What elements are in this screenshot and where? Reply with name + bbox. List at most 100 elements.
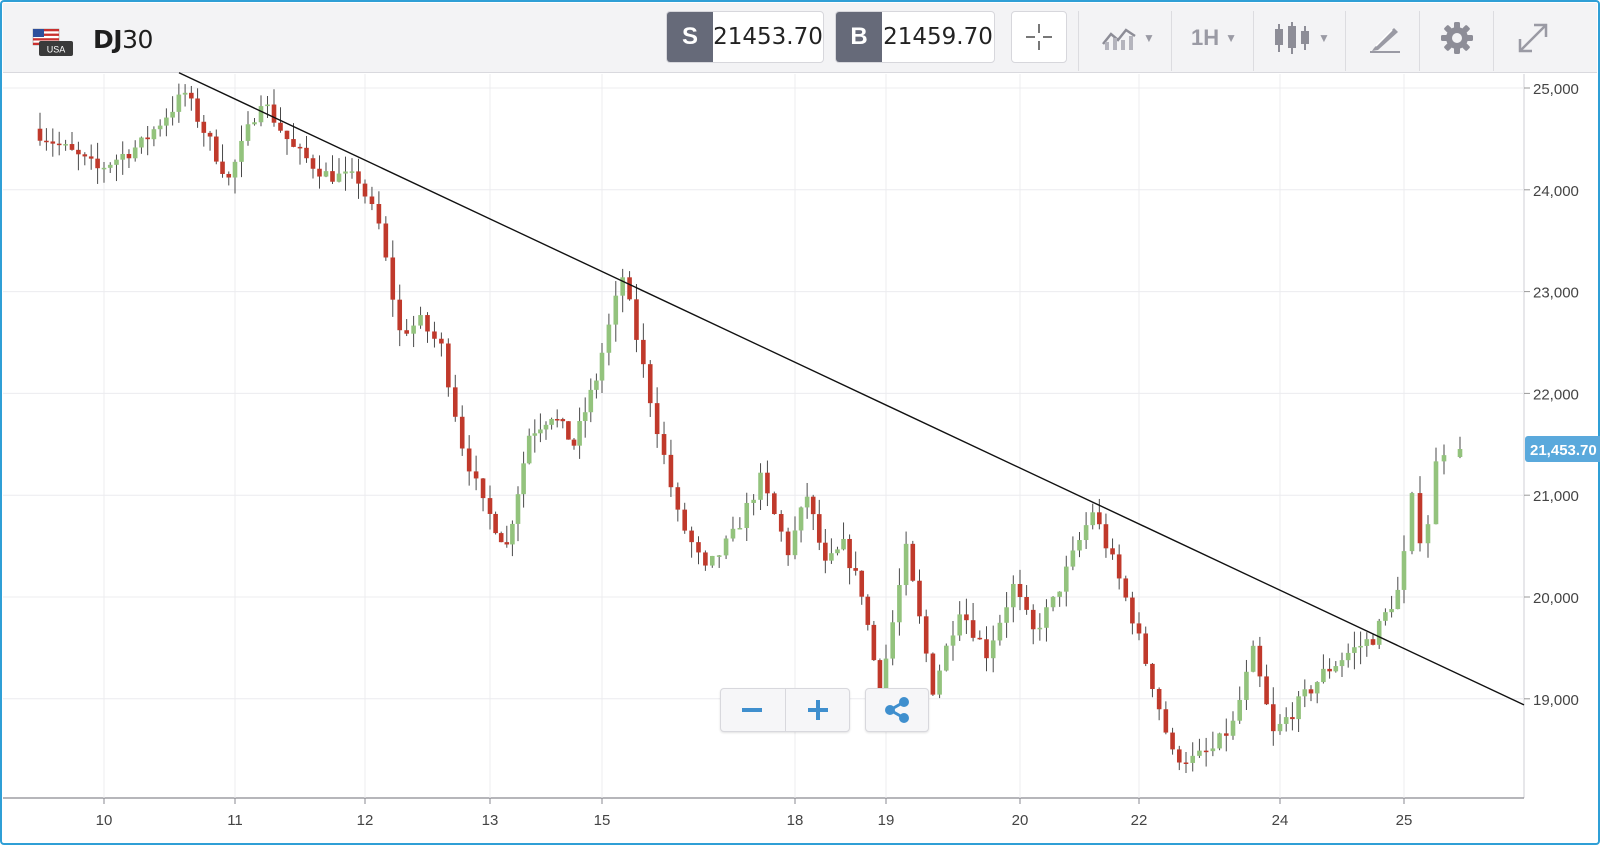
candle-down xyxy=(284,130,290,140)
candle-up xyxy=(937,670,942,695)
timeframe-caret-icon: ▼ xyxy=(1225,31,1237,45)
candle-down xyxy=(376,204,382,224)
y-tick-label: 23,000 xyxy=(1533,285,1579,302)
candle-up xyxy=(1250,645,1256,672)
candle-up xyxy=(723,538,729,556)
candle-up xyxy=(1090,512,1096,526)
candle-down xyxy=(271,104,277,123)
indicators-caret-icon: ▼ xyxy=(1143,31,1155,45)
candle-down xyxy=(566,421,571,440)
candle-up xyxy=(1283,717,1289,724)
candle-down xyxy=(785,531,791,556)
candle-down xyxy=(493,513,498,534)
candle-down xyxy=(627,277,632,300)
candle-down xyxy=(1370,639,1376,645)
x-tick-label: 25 xyxy=(1396,812,1413,829)
candle-down xyxy=(126,153,132,159)
candle-down xyxy=(466,448,472,472)
x-tick-label: 19 xyxy=(878,812,895,829)
candle-up xyxy=(164,117,169,126)
candle-down xyxy=(1097,512,1102,525)
candle-up xyxy=(1296,696,1301,720)
candle-down xyxy=(56,143,62,146)
candle-up xyxy=(1401,551,1407,590)
candle-up xyxy=(798,507,804,531)
candle-down xyxy=(317,168,322,177)
drawing-tool-button[interactable] xyxy=(1353,11,1417,65)
chart-toolbar: USA DJ30 S 21453.70 B 21459.70 ▼ 1H ▼ xyxy=(3,3,1597,73)
candle-down xyxy=(689,530,694,543)
candle-down xyxy=(1170,732,1175,750)
fullscreen-button[interactable] xyxy=(1503,11,1563,65)
candle-up xyxy=(418,315,423,326)
candle-up xyxy=(1302,689,1308,697)
indicators-button[interactable]: ▼ xyxy=(1088,11,1168,65)
candle-up xyxy=(1063,566,1069,592)
candle-down xyxy=(432,331,437,339)
candle-down xyxy=(1136,623,1142,634)
candle-down xyxy=(145,137,150,140)
candle-up xyxy=(411,325,416,334)
candle-up xyxy=(1237,699,1243,721)
candle-up xyxy=(543,424,549,430)
candle-up xyxy=(170,111,175,118)
candle-down xyxy=(278,122,283,131)
settings-button[interactable] xyxy=(1427,11,1487,65)
candle-down xyxy=(369,196,375,205)
zoom-out-button[interactable] xyxy=(721,689,783,731)
candle-up xyxy=(716,555,722,557)
crosshair-icon xyxy=(1026,24,1052,50)
candle-down xyxy=(1150,663,1155,690)
candle-down xyxy=(37,128,43,141)
candle-up xyxy=(1345,652,1351,661)
candle-down xyxy=(970,620,976,638)
candle-up xyxy=(1057,591,1062,597)
x-tick-label: 10 xyxy=(96,812,113,829)
candle-down xyxy=(1110,548,1115,555)
candle-up xyxy=(1004,607,1009,623)
candle-down xyxy=(964,614,969,621)
candle-up xyxy=(582,412,588,422)
candlestick-icon xyxy=(1275,22,1310,54)
candle-up xyxy=(63,144,68,146)
candle-up xyxy=(1383,612,1388,621)
candle-down xyxy=(1264,676,1269,705)
candle-down xyxy=(404,330,409,334)
chart-type-button[interactable]: ▼ xyxy=(1261,11,1341,65)
candle-up xyxy=(521,463,526,495)
crosshair-button[interactable] xyxy=(1011,11,1067,63)
candle-down xyxy=(213,136,219,162)
candle-down xyxy=(634,299,639,340)
sell-button[interactable]: S 21453.70 xyxy=(666,11,824,63)
candle-down xyxy=(1327,668,1332,672)
candle-up xyxy=(120,153,126,160)
candle-down xyxy=(661,434,667,455)
candle-up xyxy=(1364,639,1370,646)
candle-down xyxy=(452,387,458,417)
buy-tag: B xyxy=(836,12,882,62)
zoom-in-button[interactable] xyxy=(787,689,849,731)
candle-down xyxy=(654,403,660,435)
timeframe-dropdown[interactable]: 1H ▼ xyxy=(1179,11,1249,65)
zoom-controls xyxy=(720,688,850,732)
y-tick-label: 22,000 xyxy=(1533,386,1579,403)
candle-down xyxy=(823,542,828,561)
candle-down xyxy=(439,338,444,344)
candle-down xyxy=(1143,633,1149,664)
candle-up xyxy=(510,523,515,545)
candle-down xyxy=(459,416,465,449)
candle-down xyxy=(1017,583,1023,598)
candle-up xyxy=(1352,647,1357,653)
candle-up xyxy=(1395,589,1401,610)
candle-down xyxy=(297,146,303,149)
buy-button[interactable]: B 21459.70 xyxy=(835,11,995,63)
candle-down xyxy=(977,637,983,640)
candle-up xyxy=(758,472,763,500)
candle-down xyxy=(220,161,225,174)
expand-icon xyxy=(1518,23,1548,53)
candle-up xyxy=(336,173,342,182)
zoom-out-icon xyxy=(742,708,762,712)
share-button[interactable] xyxy=(866,689,928,731)
